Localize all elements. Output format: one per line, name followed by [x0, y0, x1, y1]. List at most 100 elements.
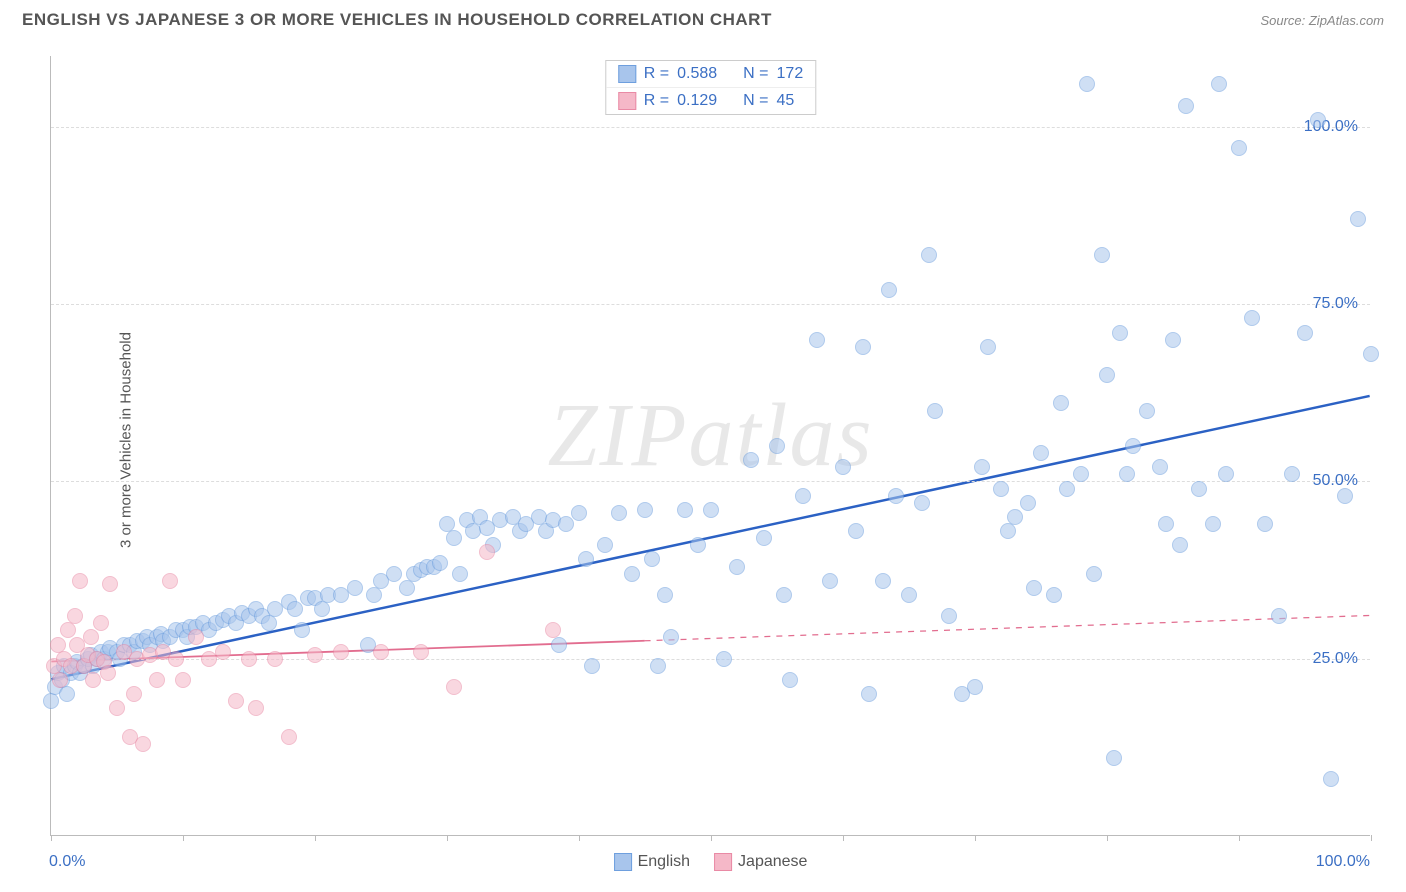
scatter-point — [1094, 247, 1110, 263]
scatter-point — [993, 481, 1009, 497]
scatter-point — [281, 729, 297, 745]
scatter-point — [294, 622, 310, 638]
scatter-point — [109, 700, 125, 716]
scatter-point — [215, 644, 231, 660]
series-legend: English Japanese — [614, 853, 808, 871]
scatter-point — [611, 505, 627, 521]
gridline — [51, 481, 1370, 482]
scatter-point — [597, 537, 613, 553]
scatter-point — [85, 672, 101, 688]
scatter-point — [1178, 98, 1194, 114]
trend-lines — [51, 56, 1370, 835]
scatter-point — [1106, 750, 1122, 766]
scatter-point — [703, 502, 719, 518]
scatter-point — [1053, 395, 1069, 411]
swatch-japanese — [714, 853, 732, 871]
scatter-point — [1244, 310, 1260, 326]
scatter-point — [59, 686, 75, 702]
scatter-point — [545, 622, 561, 638]
x-tick — [183, 835, 184, 841]
r-japanese: 0.129 — [677, 92, 717, 110]
scatter-point — [914, 495, 930, 511]
scatter-point — [1000, 523, 1016, 539]
scatter-point — [1165, 332, 1181, 348]
scatter-point — [60, 622, 76, 638]
scatter-point — [795, 488, 811, 504]
scatter-point — [314, 601, 330, 617]
scatter-point — [399, 580, 415, 596]
scatter-point — [848, 523, 864, 539]
scatter-point — [861, 686, 877, 702]
scatter-point — [888, 488, 904, 504]
scatter-point — [1363, 346, 1379, 362]
x-tick — [1239, 835, 1240, 841]
correlation-legend: R = 0.588 N = 172 R = 0.129 N = 45 — [605, 60, 816, 115]
scatter-point — [1172, 537, 1188, 553]
scatter-point — [1284, 466, 1300, 482]
x-tick — [579, 835, 580, 841]
scatter-point — [1218, 466, 1234, 482]
stat-label: R = — [644, 92, 669, 110]
y-tick-label: 25.0% — [1313, 650, 1358, 668]
scatter-point — [432, 555, 448, 571]
scatter-point — [1059, 481, 1075, 497]
scatter-point — [584, 658, 600, 674]
scatter-point — [452, 566, 468, 582]
scatter-point — [333, 644, 349, 660]
scatter-point — [168, 651, 184, 667]
scatter-point — [644, 551, 660, 567]
scatter-point — [386, 566, 402, 582]
scatter-point — [1139, 403, 1155, 419]
scatter-point — [657, 587, 673, 603]
y-tick-label: 50.0% — [1313, 472, 1358, 490]
scatter-point — [347, 580, 363, 596]
scatter-point — [743, 452, 759, 468]
x-tick — [1371, 835, 1372, 841]
scatter-point — [974, 459, 990, 475]
scatter-point — [571, 505, 587, 521]
legend-japanese: Japanese — [738, 853, 807, 871]
scatter-point — [716, 651, 732, 667]
scatter-point — [558, 516, 574, 532]
scatter-point — [1152, 459, 1168, 475]
stat-label: N = — [743, 92, 768, 110]
scatter-point — [248, 700, 264, 716]
swatch-japanese — [618, 92, 636, 110]
scatter-point — [1007, 509, 1023, 525]
scatter-point — [188, 629, 204, 645]
x-tick — [1107, 835, 1108, 841]
scatter-point — [1211, 76, 1227, 92]
gridline — [51, 127, 1370, 128]
r-english: 0.588 — [677, 65, 717, 83]
swatch-english — [614, 853, 632, 871]
scatter-point — [901, 587, 917, 603]
x-tick — [447, 835, 448, 841]
scatter-point — [980, 339, 996, 355]
scatter-point — [241, 651, 257, 667]
scatter-point — [1125, 438, 1141, 454]
y-tick-label: 75.0% — [1313, 295, 1358, 313]
scatter-point — [413, 644, 429, 660]
scatter-point — [307, 647, 323, 663]
scatter-point — [1046, 587, 1062, 603]
scatter-point — [1350, 211, 1366, 227]
x-tick — [51, 835, 52, 841]
scatter-point — [1191, 481, 1207, 497]
scatter-point — [756, 530, 772, 546]
scatter-point — [126, 686, 142, 702]
scatter-point — [875, 573, 891, 589]
x-tick — [315, 835, 316, 841]
scatter-point — [578, 551, 594, 567]
scatter-point — [43, 693, 59, 709]
scatter-point — [1119, 466, 1135, 482]
scatter-point — [228, 693, 244, 709]
stat-label: R = — [644, 65, 669, 83]
scatter-point — [1086, 566, 1102, 582]
scatter-point — [1310, 112, 1326, 128]
scatter-point — [261, 615, 277, 631]
scatter-point — [1271, 608, 1287, 624]
scatter-point — [1099, 367, 1115, 383]
scatter-point — [1297, 325, 1313, 341]
scatter-point — [624, 566, 640, 582]
scatter-point — [93, 615, 109, 631]
